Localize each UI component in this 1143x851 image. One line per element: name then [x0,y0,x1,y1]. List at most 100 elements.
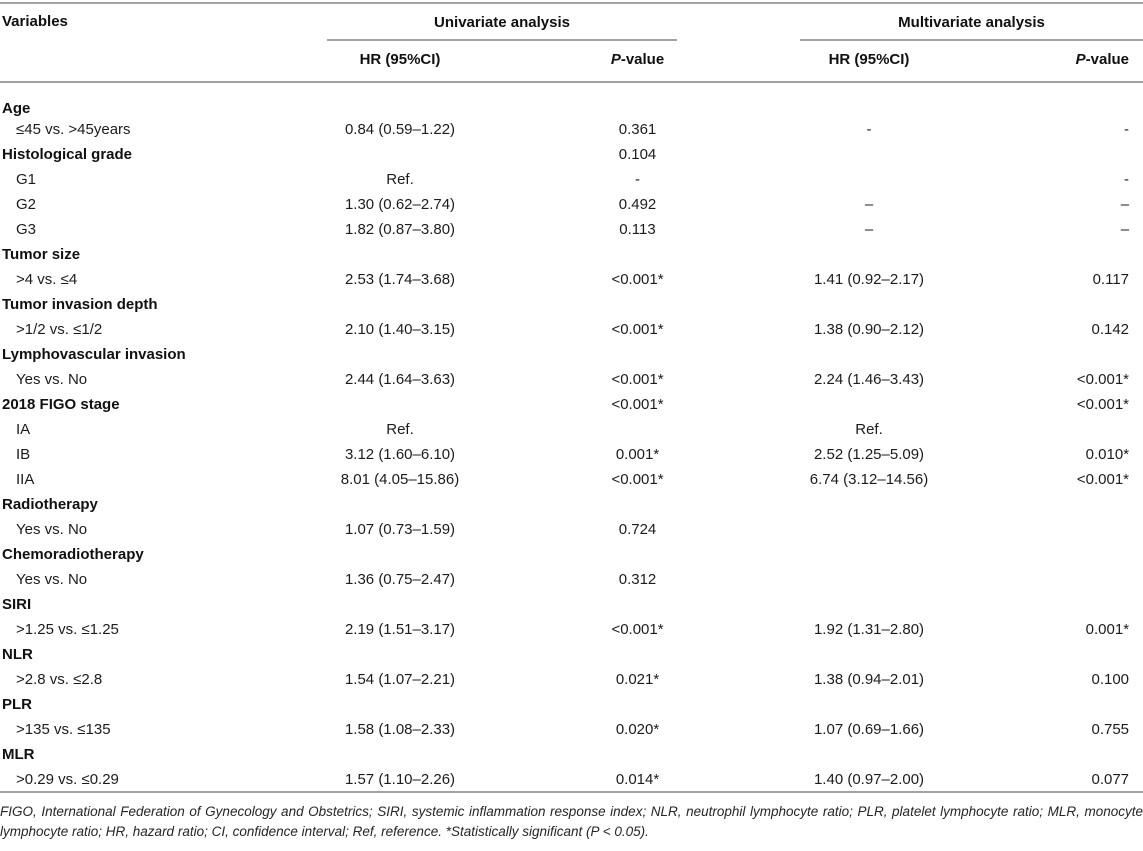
univariate-p-cell: <0.001* [611,371,664,388]
univariate-p-cell: <0.001* [611,621,664,638]
multivariate-hr-cell: 1.38 (0.90–2.12) [813,321,925,338]
table-row: >135 vs. ≤135 1.58 (1.08–2.33) 0.020* 1.… [0,717,1143,742]
multivariate-hr-cell [790,542,948,567]
univariate-p-cell: - [635,171,640,188]
univariate-hr-cell [315,692,485,717]
multivariate-p-cell [948,517,1143,542]
pvalue-italic-p: P [610,51,621,68]
table-row: Yes vs. No 1.36 (0.75–2.47) 0.312 [0,567,1143,592]
multivariate-p-cell: 0.001* [1085,621,1130,638]
multivariate-hr-cell: - [866,121,872,138]
multivariate-p-cell [948,292,1143,317]
variable-cell: G3 [16,221,37,238]
table-row: Tumor invasion depth [0,292,1143,317]
table-header: Variables Univariate analysis Multivaria… [0,3,1143,83]
multivariate-hr-cell [790,167,948,192]
table-row: Yes vs. No 1.07 (0.73–1.59) 0.724 [0,517,1143,542]
variable-cell: Radiotherapy [2,496,98,513]
table-row: Chemoradiotherapy [0,542,1143,567]
univariate-p-cell [485,292,790,317]
multivariate-p-cell [948,692,1143,717]
variable-cell: PLR [2,696,32,713]
variable-cell: Yes vs. No [16,571,88,588]
univariate-hr-header: HR (95%CI) [315,41,485,83]
multivariate-p-cell: – [1120,196,1130,213]
variables-column-header: Variables [0,3,315,83]
pvalue-italic-p: P [1075,51,1086,68]
multivariate-pvalue-header: P-value [948,41,1143,83]
variable-cell: MLR [2,746,35,763]
univariate-hr-cell [315,292,485,317]
multivariate-p-cell [948,542,1143,567]
multivariate-hr-cell [790,142,948,167]
univariate-hr-cell: 2.10 (1.40–3.15) [344,321,456,338]
univariate-group-label: Univariate analysis [434,14,570,31]
univariate-p-cell: 0.001* [615,446,660,463]
table-row: Histological grade 0.104 [0,142,1143,167]
variable-cell: G2 [16,196,37,213]
analysis-table: Variables Univariate analysis Multivaria… [0,2,1143,793]
univariate-hr-cell: 1.36 (0.75–2.47) [344,571,456,588]
table-footnote: FIGO, International Federation of Gyneco… [0,804,1143,839]
table-body: Age ≤45 vs. >45years 0.84 (0.59–1.22) 0.… [0,82,1143,792]
variable-cell: >135 vs. ≤135 [16,721,111,738]
univariate-p-cell: 0.021* [615,671,660,688]
univariate-hr-cell: 1.54 (1.07–2.21) [344,671,456,688]
table-row: G1 Ref. - - [0,167,1143,192]
univariate-hr-cell: 0.84 (0.59–1.22) [344,121,456,138]
univariate-p-cell [485,82,790,117]
multivariate-hr-cell: 2.24 (1.46–3.43) [813,371,925,388]
multivariate-p-cell: 0.142 [1091,321,1130,338]
multivariate-hr-cell: 1.40 (0.97–2.00) [813,770,925,788]
table-row: MLR [0,742,1143,767]
variable-cell: Yes vs. No [16,371,88,388]
table-row: ≤45 vs. >45years 0.84 (0.59–1.22) 0.361 … [0,117,1143,142]
univariate-hr-cell [315,392,485,417]
univariate-p-cell [485,642,790,667]
variable-cell: >4 vs. ≤4 [16,271,78,288]
univariate-p-cell: 0.113 [619,221,656,238]
multivariate-hr-cell [790,492,948,517]
univariate-p-cell: 0.104 [618,146,657,163]
table-row: Yes vs. No 2.44 (1.64–3.63) <0.001* 2.24… [0,367,1143,392]
univariate-group-header: Univariate analysis [315,3,790,41]
multivariate-p-cell [948,82,1143,117]
multivariate-hr-cell [790,242,948,267]
variable-cell: IA [16,421,31,438]
univariate-spanner-line: Univariate analysis [327,13,678,41]
univariate-hr-cell: 1.57 (1.10–2.26) [344,770,456,788]
multivariate-hr-cell [790,292,948,317]
multivariate-p-cell: 0.077 [1091,770,1130,788]
variable-cell: Tumor invasion depth [2,296,158,313]
table-row: Tumor size [0,242,1143,267]
pvalue-suffix: -value [1085,51,1130,68]
univariate-p-cell: 0.492 [618,196,657,213]
multivariate-hr-cell: 1.38 (0.94–2.01) [813,671,925,688]
variable-cell: Chemoradiotherapy [2,546,144,563]
multivariate-p-cell: <0.001* [1076,471,1130,488]
table-row: SIRI [0,592,1143,617]
multivariate-p-cell: 0.117 [1092,271,1130,288]
table-row: NLR [0,642,1143,667]
pvalue-suffix: -value [620,51,665,68]
table-row: IA Ref. Ref. [0,417,1143,442]
table-row: >2.8 vs. ≤2.8 1.54 (1.07–2.21) 0.021* 1.… [0,667,1143,692]
univariate-hr-cell: 1.30 (0.62–2.74) [344,196,456,213]
spanner-header-row: Variables Univariate analysis Multivaria… [0,3,1143,83]
multivariate-hr-cell [790,692,948,717]
multivariate-hr-cell [790,592,948,617]
multivariate-hr-cell [790,82,948,117]
univariate-p-cell: <0.001* [611,471,664,488]
variable-cell: >2.8 vs. ≤2.8 [16,671,103,688]
univariate-hr-cell [315,342,485,367]
table-row: G2 1.30 (0.62–2.74) 0.492 – – [0,192,1143,217]
variable-cell: Lymphovascular invasion [2,346,186,363]
univariate-p-cell: <0.001* [611,271,664,288]
multivariate-p-cell: - [1124,121,1130,138]
variable-cell: ≤45 vs. >45years [16,121,131,138]
variable-cell: IB [16,446,31,463]
table-row: Age [0,82,1143,117]
multivariate-p-cell [948,342,1143,367]
table-row: Radiotherapy [0,492,1143,517]
